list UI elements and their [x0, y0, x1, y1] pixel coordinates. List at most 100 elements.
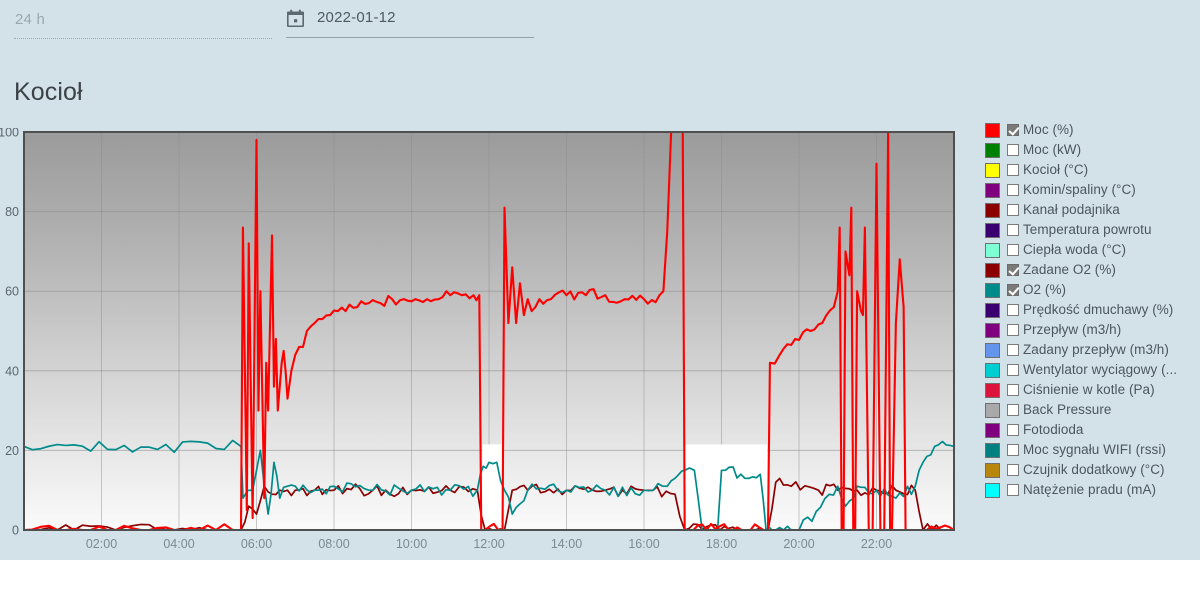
legend-checkbox[interactable] [1007, 144, 1019, 156]
date-underline [286, 37, 534, 38]
legend-checkbox[interactable] [1007, 264, 1019, 276]
legend-color-swatch [985, 442, 1000, 458]
legend-color-swatch [985, 462, 1000, 478]
legend-color-swatch [985, 142, 1000, 158]
svg-text:80: 80 [5, 205, 19, 219]
legend-item-label: Natężenie pradu (mA) [1023, 482, 1157, 497]
svg-text:100: 100 [0, 128, 19, 140]
date-value: 2022-01-12 [317, 9, 396, 26]
legend-item[interactable]: Kocioł (°C) [962, 160, 1200, 180]
legend-color-swatch [985, 162, 1000, 178]
legend-color-swatch [985, 302, 1000, 318]
legend-item[interactable]: Ciśnienie w kotle (Pa) [962, 380, 1200, 400]
page-title: Kocioł [14, 78, 83, 106]
legend-item-label: Moc (kW) [1023, 142, 1082, 157]
time-range-value: 24 h [15, 11, 45, 28]
svg-text:16:00: 16:00 [628, 537, 659, 551]
legend-color-swatch [985, 322, 1000, 338]
legend-item-label: Temperatura powrotu [1023, 222, 1152, 237]
legend-checkbox[interactable] [1007, 384, 1019, 396]
legend-item-label: Czujnik dodatkowy (°C) [1023, 462, 1165, 477]
svg-text:14:00: 14:00 [551, 537, 582, 551]
legend-checkbox[interactable] [1007, 184, 1019, 196]
legend-item-label: Komin/spaliny (°C) [1023, 182, 1136, 197]
legend-item-label: Ciepła woda (°C) [1023, 242, 1126, 257]
svg-text:08:00: 08:00 [318, 537, 349, 551]
controls-bar: 24 h 2022-01-12 [0, 0, 1200, 56]
legend-item[interactable]: Temperatura powrotu [962, 220, 1200, 240]
dashboard-root: 24 h 2022-01-12 Kocioł 0 20 40 [0, 0, 1200, 560]
legend-item[interactable]: Back Pressure [962, 400, 1200, 420]
svg-text:18:00: 18:00 [706, 537, 737, 551]
legend-item[interactable]: Komin/spaliny (°C) [962, 180, 1200, 200]
svg-text:20: 20 [5, 444, 19, 458]
svg-text:06:00: 06:00 [241, 537, 272, 551]
legend-checkbox[interactable] [1007, 304, 1019, 316]
legend-item-label: Przepływ (m3/h) [1023, 322, 1122, 337]
time-range-select[interactable]: 24 h [14, 10, 272, 39]
legend-item[interactable]: Kanał podajnika [962, 200, 1200, 220]
chart-container: 0 20 40 60 80 100 02:00 04:00 06:00 08:00 10:00 12:… [0, 128, 960, 556]
legend-color-swatch [985, 262, 1000, 278]
legend-color-swatch [985, 202, 1000, 218]
legend-item[interactable]: Wentylator wyciągowy (... [962, 360, 1200, 380]
legend-checkbox[interactable] [1007, 364, 1019, 376]
legend-checkbox[interactable] [1007, 464, 1019, 476]
legend-item[interactable]: Ciepła woda (°C) [962, 240, 1200, 260]
legend-item[interactable]: Moc (%) [962, 120, 1200, 140]
calendar-icon [286, 9, 305, 28]
legend-color-swatch [985, 122, 1000, 138]
legend-color-swatch [985, 422, 1000, 438]
time-range-underline [14, 38, 272, 39]
svg-text:40: 40 [5, 364, 19, 378]
legend-item[interactable]: Natężenie pradu (mA) [962, 480, 1200, 500]
legend-item-label: Kanał podajnika [1023, 202, 1120, 217]
svg-text:22:00: 22:00 [861, 537, 892, 551]
legend-item-label: O2 (%) [1023, 282, 1067, 297]
legend-item[interactable]: O2 (%) [962, 280, 1200, 300]
legend-color-swatch [985, 482, 1000, 498]
legend-checkbox[interactable] [1007, 244, 1019, 256]
boiler-timeseries-chart: 0 20 40 60 80 100 02:00 04:00 06:00 08:00 10:00 12:… [0, 128, 956, 551]
legend-item[interactable]: Zadany przepływ (m3/h) [962, 340, 1200, 360]
legend-item-label: Wentylator wyciągowy (... [1023, 362, 1178, 377]
legend-checkbox[interactable] [1007, 444, 1019, 456]
legend-checkbox[interactable] [1007, 424, 1019, 436]
legend-checkbox[interactable] [1007, 124, 1019, 136]
legend-checkbox[interactable] [1007, 204, 1019, 216]
legend-checkbox[interactable] [1007, 284, 1019, 296]
date-picker[interactable]: 2022-01-12 [286, 8, 534, 38]
series-legend: Moc (%) Moc (kW) Kocioł (°C) Komin/spaliny … [962, 120, 1200, 515]
legend-item[interactable]: Przepływ (m3/h) [962, 320, 1200, 340]
legend-item[interactable]: Moc sygnału WIFI (rssi) [962, 440, 1200, 460]
legend-color-swatch [985, 222, 1000, 238]
legend-item[interactable]: Prędkość dmuchawy (%) [962, 300, 1200, 320]
legend-item-label: Back Pressure [1023, 402, 1112, 417]
svg-text:60: 60 [5, 285, 19, 299]
svg-text:02:00: 02:00 [86, 537, 117, 551]
legend-item-label: Moc (%) [1023, 122, 1074, 137]
legend-item-label: Zadane O2 (%) [1023, 262, 1116, 277]
legend-color-swatch [985, 182, 1000, 198]
legend-color-swatch [985, 242, 1000, 258]
legend-color-swatch [985, 342, 1000, 358]
legend-item-label: Prędkość dmuchawy (%) [1023, 302, 1174, 317]
legend-item[interactable]: Czujnik dodatkowy (°C) [962, 460, 1200, 480]
legend-color-swatch [985, 362, 1000, 378]
legend-checkbox[interactable] [1007, 224, 1019, 236]
legend-item-label: Ciśnienie w kotle (Pa) [1023, 382, 1155, 397]
legend-item-label: Kocioł (°C) [1023, 162, 1089, 177]
legend-checkbox[interactable] [1007, 484, 1019, 496]
legend-color-swatch [985, 282, 1000, 298]
legend-item[interactable]: Zadane O2 (%) [962, 260, 1200, 280]
series-line-0 [22, 130, 956, 532]
legend-item-label: Zadany przepływ (m3/h) [1023, 342, 1169, 357]
legend-item[interactable]: Moc (kW) [962, 140, 1200, 160]
legend-checkbox[interactable] [1007, 404, 1019, 416]
legend-checkbox[interactable] [1007, 324, 1019, 336]
legend-color-swatch [985, 402, 1000, 418]
legend-checkbox[interactable] [1007, 164, 1019, 176]
legend-item-label: Fotodioda [1023, 422, 1084, 437]
legend-item[interactable]: Fotodioda [962, 420, 1200, 440]
legend-checkbox[interactable] [1007, 344, 1019, 356]
